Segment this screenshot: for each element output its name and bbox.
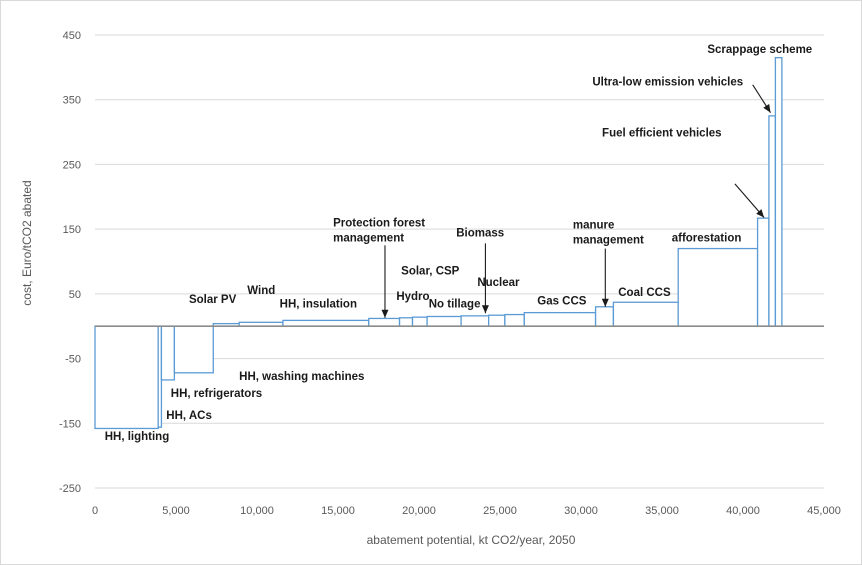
annotation-label: HH, refrigerators	[171, 388, 262, 400]
annotation-label: Hydro	[396, 291, 429, 303]
y-tick-label: 250	[63, 159, 81, 171]
y-tick-label: 50	[69, 289, 81, 301]
cost-bar	[460, 315, 490, 327]
cost-bar	[594, 306, 615, 327]
arrowhead	[756, 209, 765, 218]
cost-bar	[768, 115, 777, 327]
x-axis-title: abatement potential, kt CO2/year, 2050	[367, 533, 576, 547]
x-tick-label: 45,000	[807, 505, 841, 517]
cost-bar	[677, 247, 759, 327]
annotation-label: HH, lighting	[105, 431, 170, 443]
annotation-label: afforestation	[672, 233, 742, 245]
cost-bar	[756, 217, 770, 327]
cost-bar	[94, 325, 159, 430]
arrowhead	[763, 104, 771, 113]
cost-bar	[411, 316, 428, 327]
annotation-label: Wind	[247, 285, 275, 297]
annotation-label: Fuel efficient vehicles	[602, 128, 722, 140]
x-tick-label: 10,000	[240, 505, 274, 517]
annotation-label: Protection forest	[333, 218, 425, 230]
x-tick-label: 30,000	[564, 505, 598, 517]
cost-bar	[282, 319, 370, 327]
annotation-label: HH, ACs	[166, 410, 212, 422]
annotation-label: manure	[573, 220, 615, 232]
cost-bar	[160, 325, 176, 381]
arrowhead	[381, 309, 389, 318]
annotation-label: Solar PV	[189, 294, 237, 306]
y-tick-label: -150	[59, 418, 81, 430]
annotation-label: HH, washing machines	[239, 371, 364, 383]
arrowhead	[481, 305, 489, 314]
annotation-label: Ultra-low emission vehicles	[592, 77, 743, 89]
x-tick-label: 15,000	[321, 505, 355, 517]
annotation-label: Biomass	[456, 227, 504, 239]
cost-bar	[398, 317, 414, 327]
x-tick-label: 25,000	[483, 505, 517, 517]
annotation-labels: HH, lighting HH, ACs HH, refrigerators HH, …	[105, 44, 812, 443]
annotation-arrows	[381, 84, 772, 318]
y-tick-label: 350	[63, 95, 81, 107]
gridlines	[95, 34, 824, 489]
annotation-label: HH, insulation	[280, 299, 357, 311]
annotation-label: Coal CCS	[618, 287, 671, 299]
cost-bar	[488, 314, 506, 327]
cost-bar	[504, 313, 525, 327]
annotation-label: Scrappage scheme	[707, 44, 812, 56]
x-tick-label: 5,000	[162, 505, 190, 517]
y-tick-label: -250	[59, 483, 81, 495]
cost-bar	[774, 57, 783, 327]
x-tick-label: 20,000	[402, 505, 436, 517]
annotation-label: No tillage	[429, 299, 481, 311]
y-tick-label: -50	[65, 354, 81, 366]
cost-bar	[426, 315, 462, 327]
x-tick-labels: 0 5,000 10,000 15,000 20,000 25,000 30,000 35,0…	[92, 505, 841, 517]
cost-bar	[523, 311, 597, 327]
x-tick-label: 40,000	[726, 505, 760, 517]
annotation-label: Solar, CSP	[401, 266, 459, 278]
annotation-label: Gas CCS	[537, 295, 587, 307]
x-tick-label: 0	[92, 505, 98, 517]
arrowhead	[601, 298, 609, 307]
y-tick-labels: 450 350 250 150 50 -50 -150 -250	[59, 30, 81, 495]
cost-bar	[368, 317, 401, 327]
y-axis-title: cost, Euro/tCO2 abated	[20, 180, 34, 305]
y-tick-label: 450	[63, 30, 81, 42]
x-tick-label: 35,000	[645, 505, 679, 517]
cost-bar	[173, 325, 214, 374]
annotation-label: management	[573, 234, 644, 246]
annotation-label: management	[333, 233, 404, 245]
cost-bar	[612, 301, 679, 327]
y-tick-label: 150	[63, 224, 81, 236]
annotation-label: Nuclear	[477, 277, 520, 289]
